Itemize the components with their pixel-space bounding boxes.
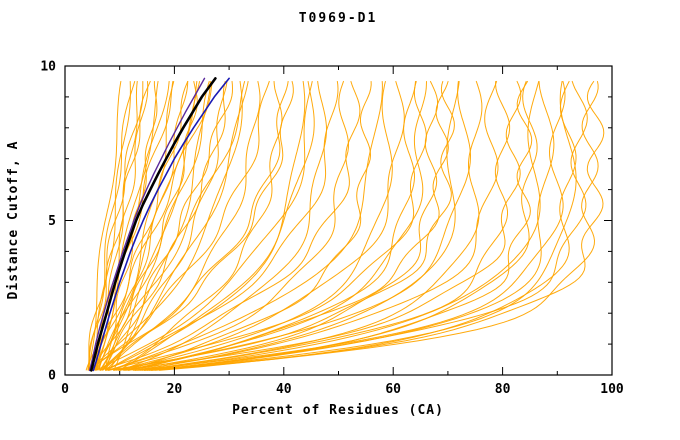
prediction-curve: [143, 80, 588, 371]
x-tick-label: 100: [600, 382, 624, 397]
prediction-curve: [87, 80, 270, 371]
prediction-curve: [94, 80, 189, 371]
prediction-curve: [105, 80, 427, 371]
prediction-curve: [85, 81, 213, 371]
prediction-curve: [146, 80, 605, 371]
prediction-curve: [141, 80, 541, 371]
plot-frame: [64, 65, 613, 376]
highlight-blue-curve: [92, 77, 230, 372]
prediction-curve: [108, 81, 383, 371]
x-tick-label: 40: [276, 382, 292, 397]
x-tick-label: 80: [495, 382, 511, 397]
prediction-curve: [137, 80, 483, 371]
prediction-curve: [119, 80, 393, 371]
prediction-curve: [125, 81, 427, 371]
prediction-curve: [123, 80, 449, 371]
x-tick-label: 60: [385, 382, 401, 397]
prediction-curve: [102, 80, 294, 371]
prediction-curve: [144, 81, 577, 371]
prediction-curve: [89, 81, 174, 371]
y-tick-label: 0: [48, 369, 56, 384]
prediction-curve: [99, 81, 228, 371]
prediction-curve: [134, 81, 460, 371]
prediction-curve: [150, 81, 555, 371]
prediction-curve: [134, 80, 566, 371]
prediction-curve: [113, 81, 472, 371]
prediction-curve: [88, 81, 243, 371]
prediction-curve: [99, 80, 361, 371]
chart-title: T0969-D1: [299, 11, 378, 26]
prediction-curves: [85, 77, 605, 372]
tick-labels: 0 20 40 60 80 100 0 5 10: [40, 60, 624, 398]
prediction-curve: [108, 80, 350, 371]
prediction-curve: [95, 81, 131, 371]
x-axis-label: Percent of Residues (CA): [232, 403, 444, 418]
prediction-curve: [107, 81, 211, 371]
prediction-curve: [96, 81, 198, 371]
prediction-curve: [88, 80, 151, 371]
prediction-curve: [113, 80, 201, 371]
prediction-curve: [88, 80, 136, 371]
prediction-curve: [124, 81, 372, 371]
prediction-curve: [154, 81, 599, 371]
prediction-curve: [99, 80, 246, 371]
prediction-curve: [104, 81, 339, 371]
prediction-curve: [101, 80, 226, 371]
prediction-curve: [87, 81, 144, 371]
prediction-curve: [139, 81, 511, 371]
prediction-curve: [117, 80, 522, 371]
prediction-curve: [95, 81, 138, 371]
prediction-curve: [118, 81, 315, 371]
highlight-black-curve: [90, 77, 217, 372]
prediction-curve: [105, 81, 306, 371]
prediction-curve: [151, 80, 538, 371]
prediction-curve: [97, 80, 210, 371]
highlight-purple-curve: [88, 77, 206, 372]
prediction-curve: [105, 81, 234, 371]
prediction-curve: [95, 80, 313, 371]
prediction-curve: [132, 80, 499, 371]
prediction-curve: [127, 80, 439, 371]
prediction-curve: [105, 80, 261, 371]
prediction-curve: [87, 81, 122, 371]
prediction-curve: [148, 80, 533, 371]
prediction-curve: [107, 80, 455, 371]
x-tick-label: 20: [167, 382, 183, 397]
prediction-curve: [159, 80, 577, 371]
x-tick-label: 0: [61, 382, 69, 397]
prediction-curve: [89, 81, 289, 371]
y-tick-label: 10: [40, 60, 56, 75]
prediction-curve: [100, 81, 189, 371]
prediction-curve: [101, 81, 249, 371]
prediction-curve: [128, 81, 416, 371]
y-axis-label: Distance Cutoff, A: [6, 141, 21, 300]
y-tick-label: 5: [48, 214, 56, 229]
